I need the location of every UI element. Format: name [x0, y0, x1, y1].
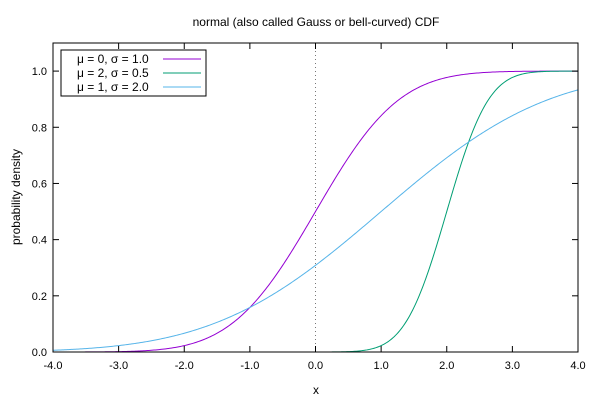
series-line-3 — [52, 89, 579, 351]
x-tick-label: 3.0 — [505, 360, 520, 372]
x-tick-label: 1.0 — [373, 360, 388, 372]
x-tick-label: -3.0 — [109, 360, 128, 372]
x-tick-label: -2.0 — [175, 360, 194, 372]
legend-label-2: μ = 2, σ = 0.5 — [77, 66, 149, 80]
axes-layer: -4.0 -3.0 -2.0 -1.0 0.0 1.0 2.0 3.0 4.0 0.0 0.2 0.4… — [32, 42, 586, 372]
legend-label-1: μ = 0, σ = 1.0 — [77, 52, 149, 66]
y-tick-label: 0.4 — [32, 235, 47, 247]
y-tick-label: 0.2 — [32, 291, 47, 303]
series-line-1 — [53, 70, 578, 353]
x-axis-label: x — [313, 383, 319, 397]
x-tick-label: -1.0 — [240, 360, 259, 372]
y-tick-label: 0.8 — [32, 122, 47, 134]
legend: μ = 0, σ = 1.0μ = 2, σ = 0.5μ = 1, σ = 2… — [60, 49, 207, 97]
y-tick-label: 0.6 — [32, 178, 47, 190]
y-tick-label: 1.0 — [32, 66, 47, 78]
legend-label-3: μ = 1, σ = 2.0 — [77, 80, 149, 94]
y-axis-label: probability density — [9, 149, 23, 245]
y-tick-label: 0.0 — [32, 347, 47, 359]
x-tick-label: 2.0 — [439, 360, 454, 372]
chart-title: normal (also called Gauss or bell-curved… — [193, 15, 440, 29]
x-tick-label: 4.0 — [570, 360, 585, 372]
series-layer — [52, 70, 579, 353]
x-tick-label: -4.0 — [44, 360, 63, 372]
x-tick-label: 0.0 — [308, 360, 323, 372]
